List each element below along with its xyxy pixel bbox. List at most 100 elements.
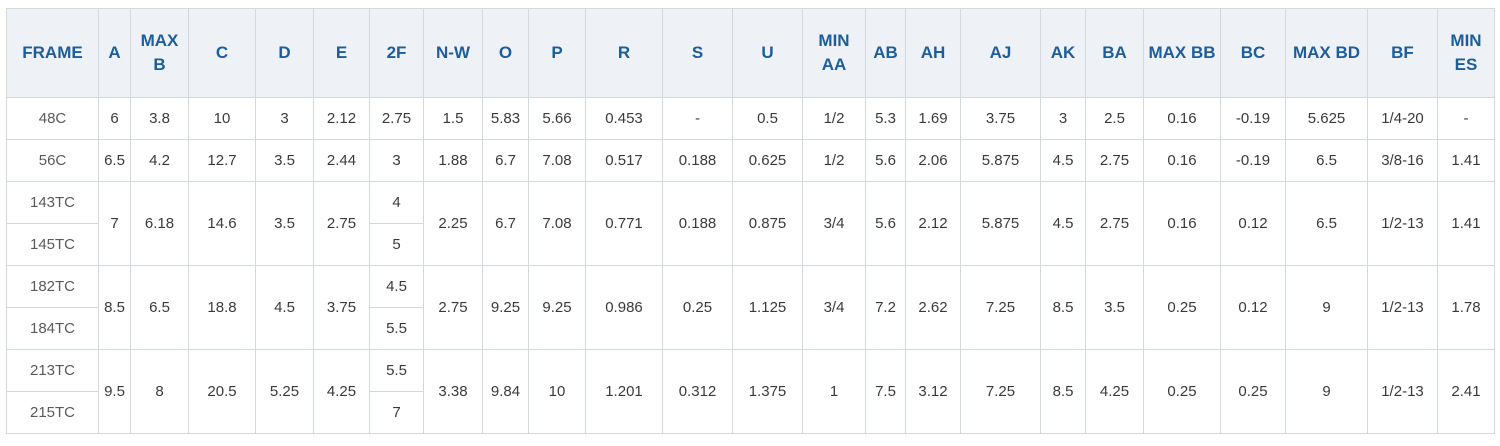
value-cell: 5.875 bbox=[960, 181, 1041, 266]
value-cell: 20.5 bbox=[188, 349, 256, 434]
column-header: E bbox=[313, 8, 370, 98]
header-row: FRAME A MAX B C D E 2F N-W O P R S U MIN AA AB AH AJ AK BA… bbox=[6, 8, 1495, 98]
value-cell: 5.6 bbox=[865, 181, 906, 266]
value-cell: 7.25 bbox=[960, 349, 1041, 434]
value-cell: 14.6 bbox=[188, 181, 256, 266]
column-header: P bbox=[528, 8, 586, 98]
table-row: 145TC 5 bbox=[6, 223, 1495, 266]
value-cell: 0.453 bbox=[585, 97, 663, 140]
value-cell: 5.83 bbox=[482, 97, 529, 140]
column-header: AB bbox=[865, 8, 906, 98]
value-cell: 7.08 bbox=[528, 181, 586, 266]
value-cell: 1/2-13 bbox=[1367, 265, 1438, 350]
dimension-table: FRAME A MAX B C D E 2F N-W O P R S U MIN AA AB AH AJ AK BA… bbox=[6, 8, 1495, 434]
column-header: N-W bbox=[423, 8, 483, 98]
value-cell: 6.5 bbox=[130, 265, 189, 350]
value-cell: 0.12 bbox=[1220, 265, 1286, 350]
value-cell: 0.188 bbox=[662, 139, 733, 182]
value-cell: 1.88 bbox=[423, 139, 483, 182]
column-header: C bbox=[188, 8, 256, 98]
value-cell: 9.5 bbox=[98, 349, 131, 434]
value-cell: 0.25 bbox=[1143, 265, 1221, 350]
value-cell: 1/2-13 bbox=[1367, 181, 1438, 266]
table-row: 143TC 7 6.18 14.6 3.5 2.75 4 2.25 6.7 7.08 0.771 0.… bbox=[6, 181, 1495, 266]
value-cell: 3/8-16 bbox=[1367, 139, 1438, 182]
value-cell: 7.5 bbox=[865, 349, 906, 434]
table-row: 213TC 9.5 8 20.5 5.25 4.25 5.5 3.38 9.84 10 1.201 0… bbox=[6, 349, 1495, 434]
frame-cell: 143TC bbox=[6, 181, 99, 224]
value-cell: 4.5 bbox=[255, 265, 314, 350]
value-cell: 1 bbox=[802, 349, 866, 434]
column-header: S bbox=[662, 8, 733, 98]
column-header: R bbox=[585, 8, 663, 98]
column-header: BA bbox=[1085, 8, 1144, 98]
value-cell: 1.5 bbox=[423, 97, 483, 140]
column-header: 2F bbox=[369, 8, 424, 98]
value-cell: 5.3 bbox=[865, 97, 906, 140]
value-cell: 2.12 bbox=[905, 181, 961, 266]
value-cell: 2.75 bbox=[313, 181, 370, 266]
value-cell: 10 bbox=[528, 349, 586, 434]
value-cell: 0.625 bbox=[732, 139, 803, 182]
value-cell: 3/4 bbox=[802, 265, 866, 350]
value-cell: 6 bbox=[98, 97, 131, 140]
value-cell: 2.75 bbox=[1085, 181, 1144, 266]
value-cell: 9.25 bbox=[528, 265, 586, 350]
column-header: A bbox=[98, 8, 131, 98]
value-cell: 7 bbox=[98, 181, 131, 266]
value-cell: 0.25 bbox=[1143, 349, 1221, 434]
value-cell: 0.5 bbox=[732, 97, 803, 140]
table-body: 48C 6 3.8 10 3 2.12 2.75 1.5 5.83 5.66 0.453-0.5 1/… bbox=[6, 97, 1495, 434]
value-cell: 2.41 bbox=[1437, 349, 1495, 434]
column-header: MAX BB bbox=[1143, 8, 1221, 98]
value-cell: 0.517 bbox=[585, 139, 663, 182]
value-cell: 5.5 bbox=[369, 307, 424, 350]
value-cell: 0.188 bbox=[662, 181, 733, 266]
value-cell: 3.75 bbox=[313, 265, 370, 350]
table-row: 56C 6.5 4.2 12.7 3.5 2.44 3 1.88 6.7 7.08 0.517 0.1… bbox=[6, 139, 1495, 182]
frame-cell: 182TC bbox=[6, 265, 99, 308]
value-cell: 1.78 bbox=[1437, 265, 1495, 350]
value-cell: 5.5 bbox=[369, 349, 424, 392]
value-cell: 9.25 bbox=[482, 265, 529, 350]
value-cell: 7.08 bbox=[528, 139, 586, 182]
value-cell: 1.375 bbox=[732, 349, 803, 434]
value-cell: 8.5 bbox=[98, 265, 131, 350]
value-cell: 4.25 bbox=[1085, 349, 1144, 434]
value-cell: 6.18 bbox=[130, 181, 189, 266]
value-cell: 2.75 bbox=[369, 97, 424, 140]
column-header: MAX BD bbox=[1285, 8, 1368, 98]
value-cell: 1.41 bbox=[1437, 181, 1495, 266]
value-cell: 7 bbox=[369, 391, 424, 434]
value-cell: 3/4 bbox=[802, 181, 866, 266]
value-cell: -0.19 bbox=[1220, 139, 1286, 182]
value-cell: 8.5 bbox=[1040, 349, 1086, 434]
value-cell: 4.5 bbox=[1040, 139, 1086, 182]
column-header: FRAME bbox=[6, 8, 99, 98]
column-header: D bbox=[255, 8, 314, 98]
value-cell: 9.84 bbox=[482, 349, 529, 434]
value-cell: 6.5 bbox=[98, 139, 131, 182]
value-cell: 2.75 bbox=[423, 265, 483, 350]
value-cell: 7.25 bbox=[960, 265, 1041, 350]
value-cell: 2.12 bbox=[313, 97, 370, 140]
table-row: 215TC 7 bbox=[6, 391, 1495, 434]
value-cell: 2.5 bbox=[1085, 97, 1144, 140]
table-row: 48C 6 3.8 10 3 2.12 2.75 1.5 5.83 5.66 0.453-0.5 1/… bbox=[6, 97, 1495, 140]
table-head: FRAME A MAX B C D E 2F N-W O P R S U MIN AA AB AH AJ AK BA… bbox=[6, 8, 1495, 98]
value-cell: 8.5 bbox=[1040, 265, 1086, 350]
column-header: MIN ES bbox=[1437, 8, 1495, 98]
value-cell: 2.44 bbox=[313, 139, 370, 182]
value-cell: 18.8 bbox=[188, 265, 256, 350]
value-cell: -0.19 bbox=[1220, 97, 1286, 140]
value-cell: 4.25 bbox=[313, 349, 370, 434]
value-cell: 1/2 bbox=[802, 97, 866, 140]
value-cell: 4.5 bbox=[369, 265, 424, 308]
value-cell: 3 bbox=[369, 139, 424, 182]
value-cell: 0.16 bbox=[1143, 139, 1221, 182]
value-cell: 9 bbox=[1285, 265, 1368, 350]
frame-cell: 213TC bbox=[6, 349, 99, 392]
value-cell: 1.69 bbox=[905, 97, 961, 140]
